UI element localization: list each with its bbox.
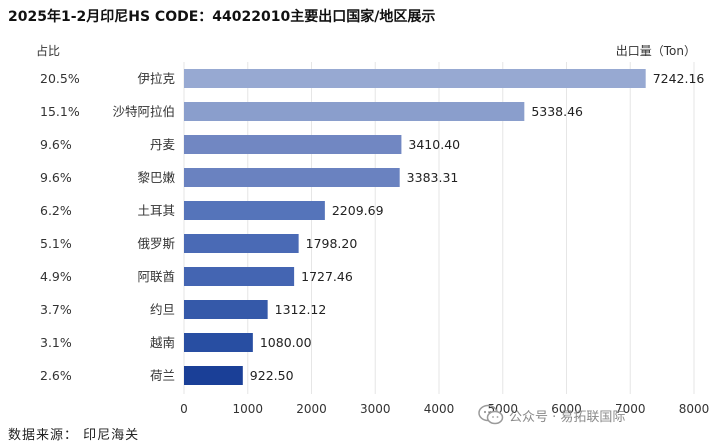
value-label: 3410.40 <box>408 137 460 152</box>
category-label: 黎巴嫩 <box>137 170 175 185</box>
share-label: 20.5% <box>40 71 80 86</box>
bar <box>184 333 253 352</box>
value-label: 1727.46 <box>301 269 353 284</box>
bar <box>184 201 325 220</box>
share-label: 4.9% <box>40 269 72 284</box>
bar <box>184 234 299 253</box>
x-tick-label: 2000 <box>296 402 327 416</box>
value-label: 1798.20 <box>306 236 358 251</box>
x-tick-label: 0 <box>180 402 188 416</box>
value-label: 1080.00 <box>260 335 312 350</box>
share-label: 15.1% <box>40 104 80 119</box>
category-label: 伊拉克 <box>137 71 175 86</box>
category-label: 约旦 <box>150 302 175 317</box>
x-tick-label: 4000 <box>424 402 455 416</box>
x-tick-label: 8000 <box>679 402 710 416</box>
bar <box>184 267 295 286</box>
bar <box>184 135 402 154</box>
value-label: 3383.31 <box>407 170 459 185</box>
x-tick-label: 7000 <box>615 402 646 416</box>
share-label: 5.1% <box>40 236 72 251</box>
category-label: 荷兰 <box>150 368 175 383</box>
value-label: 922.50 <box>250 368 294 383</box>
x-tick-label: 6000 <box>551 402 582 416</box>
category-label: 俄罗斯 <box>137 236 175 251</box>
value-label: 1312.12 <box>275 302 327 317</box>
wechat-icon <box>478 404 504 425</box>
category-label: 越南 <box>150 335 175 350</box>
x-tick-label: 1000 <box>232 402 263 416</box>
bar <box>184 366 243 385</box>
bar <box>184 69 646 88</box>
share-column-header: 占比 <box>36 44 61 58</box>
share-label: 9.6% <box>40 137 72 152</box>
watermark: 公众号 · 易拓联国际 <box>478 404 625 426</box>
bar <box>184 300 268 319</box>
category-label: 丹麦 <box>150 137 176 152</box>
unit-label: 出口量（Ton） <box>615 44 696 58</box>
share-label: 3.7% <box>40 302 72 317</box>
category-label: 阿联酋 <box>137 269 175 284</box>
chart-title: 2025年1-2月印尼HS CODE：44022010主要出口国家/地区展示 <box>8 9 436 25</box>
value-label: 2209.69 <box>332 203 384 218</box>
share-label: 9.6% <box>40 170 72 185</box>
category-label: 沙特阿拉伯 <box>112 104 175 119</box>
category-label: 土耳其 <box>137 203 175 218</box>
share-label: 3.1% <box>40 335 72 350</box>
bar <box>184 168 400 187</box>
bar <box>184 102 525 121</box>
value-label: 7242.16 <box>653 71 705 86</box>
data-source: 数据来源： 印尼海关 <box>8 428 140 443</box>
watermark-text: 公众号 · 易拓联国际 <box>509 409 626 425</box>
value-label: 5338.46 <box>531 104 583 119</box>
x-tick-label: 3000 <box>360 402 391 416</box>
share-label: 6.2% <box>40 203 72 218</box>
share-label: 2.6% <box>40 368 72 383</box>
